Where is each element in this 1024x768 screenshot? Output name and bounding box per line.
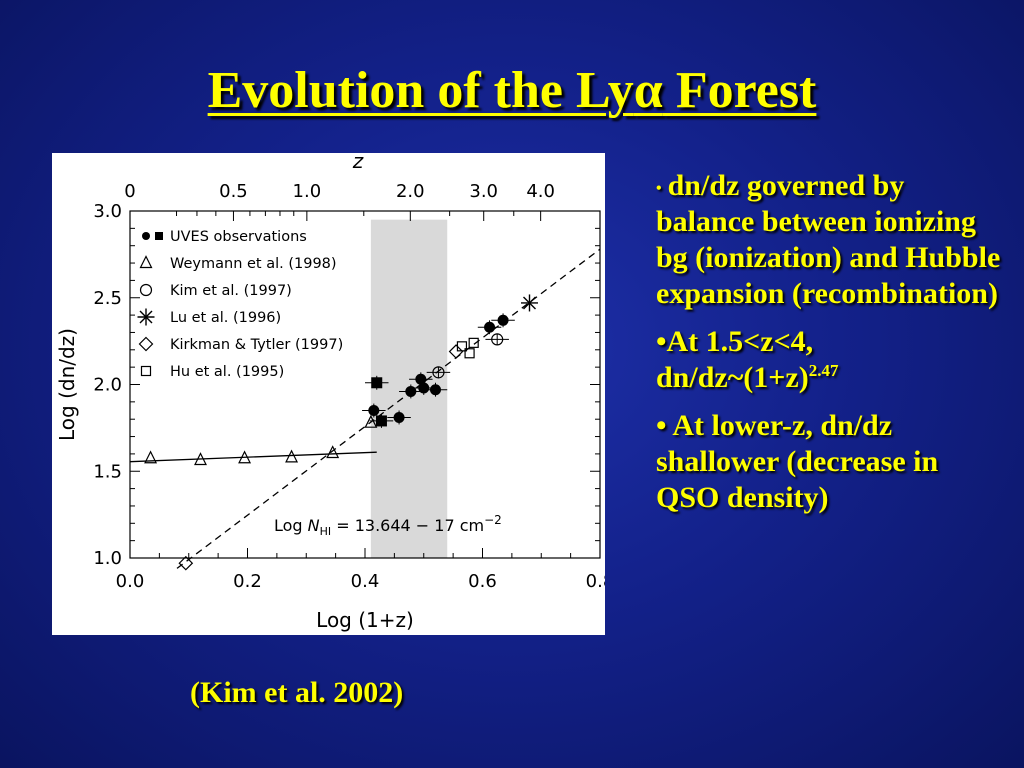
fit-line-solid (129, 451, 377, 463)
x-tick-label: 0.8 (586, 571, 605, 592)
chart: 0.00.20.40.60.81.01.52.02.53.000.51.02.0… (55, 153, 605, 632)
legend-marker (137, 308, 155, 326)
x-tick-label: 0.6 (468, 571, 497, 592)
asterisk-stroke (522, 296, 537, 310)
title-greek-alpha: α (633, 62, 663, 119)
data-point (418, 382, 430, 394)
legend-marker (140, 365, 152, 377)
top-tick-label: 2.0 (396, 181, 425, 202)
data-point (238, 450, 252, 464)
bullet-marker: • (656, 325, 667, 358)
bullet-3: • At lower-z, dn/dz shallower (decrease … (656, 408, 1006, 516)
legend-label: Hu et al. (1995) (170, 364, 284, 380)
y-tick-label: 2.5 (93, 288, 122, 309)
y-tick-label: 2.0 (93, 375, 122, 396)
top-axis-label: z (352, 153, 364, 173)
data-point (178, 555, 194, 571)
data-point (464, 348, 475, 359)
slide-title: Evolution of the Lyα Forest (0, 62, 1024, 119)
annotation-text: Log NHI = 13.644 − 17 cm−2 (274, 513, 502, 538)
top-tick-label: 4.0 (526, 181, 555, 202)
y-tick-label: 1.5 (93, 461, 122, 482)
data-point (448, 344, 464, 359)
x-tick-label: 0.2 (233, 571, 262, 592)
bullet-text: At lower-z, dn/dz shallower (decrease in… (656, 409, 939, 514)
data-point (326, 445, 340, 459)
data-point (456, 341, 468, 352)
top-tick-label: 3.0 (469, 181, 498, 202)
bullet-superscript: 2.47 (808, 361, 839, 380)
title-text: Evolution of the Ly (207, 62, 634, 119)
data-point (364, 414, 378, 428)
x-axis-label: Log (1+z) (316, 608, 414, 632)
top-tick-label: 0 (124, 181, 135, 202)
data-point (405, 385, 417, 397)
bullet-marker: • (656, 409, 667, 442)
legend-marker (138, 336, 154, 352)
data-point (375, 415, 387, 427)
data-point (393, 411, 405, 423)
data-point (368, 405, 380, 417)
data-point (432, 366, 445, 379)
data-point (491, 333, 504, 346)
x-tick-label: 0.0 (116, 571, 145, 592)
bullet-list: • dn/dz governed by balance between ioniz… (656, 168, 1006, 528)
y-tick-label: 1.0 (93, 548, 122, 569)
data-point (468, 337, 479, 348)
top-tick-label: 0.5 (219, 181, 248, 202)
citation: (Kim et al. 2002) (190, 676, 404, 709)
data-point (521, 294, 538, 312)
bullet-text: dn/dz~(1+z) (656, 361, 809, 394)
legend-label: Kirkman & Tytler (1997) (170, 337, 343, 353)
title-end-text: Forest (662, 62, 817, 119)
x-tick-label: 0.4 (351, 571, 380, 592)
asterisk-stroke (139, 310, 153, 324)
fit-line-dashed (176, 248, 601, 569)
y-tick-label: 3.0 (93, 201, 122, 222)
legend-marker (139, 255, 153, 269)
chart-panel: 0.00.20.40.60.81.01.52.02.53.000.51.02.0… (52, 153, 605, 635)
legend-marker-filled-square (155, 232, 163, 240)
annotation-part: N (308, 516, 320, 535)
bullet-1: • dn/dz governed by balance between ioniz… (656, 168, 1006, 312)
annotation-part: HI (320, 525, 332, 538)
data-point (371, 377, 383, 389)
legend-label: Kim et al. (1997) (170, 283, 292, 299)
bullet-text: At 1.5<z<4, (666, 325, 814, 358)
annotation-part: Log (274, 516, 308, 535)
data-point (497, 314, 509, 326)
data-point (194, 452, 207, 466)
legend-marker (139, 283, 153, 297)
annotation-part: = 13.644 − 17 cm (331, 516, 484, 535)
bullet-text: dn/dz governed by balance between ionizi… (656, 169, 1001, 310)
legend-label: Lu et al. (1996) (170, 310, 281, 326)
top-tick-label: 1.0 (293, 181, 322, 202)
legend-label: UVES observations (170, 229, 307, 245)
data-point (144, 450, 158, 464)
data-point (285, 449, 299, 463)
bullet-marker: • (656, 179, 662, 197)
legend-label: Weymann et al. (1998) (170, 256, 337, 272)
bullet-2: •At 1.5<z<4, dn/dz~(1+z)2.47 (656, 324, 1006, 396)
data-point (430, 384, 441, 396)
y-axis-label: Log (dn/dz) (55, 328, 79, 441)
annotation-part: −2 (484, 513, 502, 527)
legend-marker-filled-circle (142, 232, 150, 240)
data-point (484, 321, 496, 333)
